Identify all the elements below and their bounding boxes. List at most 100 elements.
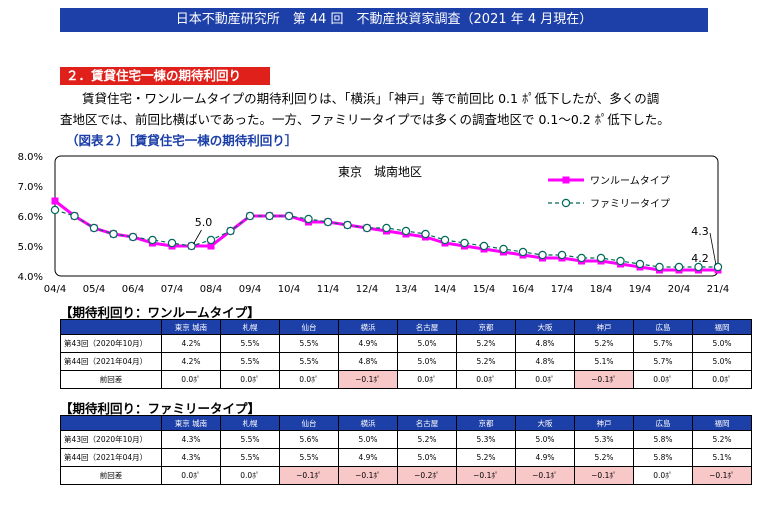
yield-cell: 4.9% xyxy=(338,334,398,353)
yield-cell: 5.2% xyxy=(692,430,752,449)
family-point xyxy=(323,217,333,227)
x-tick-label: 10/4 xyxy=(278,284,300,295)
y-tick-label: 5.0% xyxy=(18,242,43,253)
x-tick-label: 18/4 xyxy=(590,284,612,295)
family-point xyxy=(421,229,430,239)
yield-cell: 4.2% xyxy=(161,352,221,371)
family-point xyxy=(343,220,352,230)
x-tick-label: 12/4 xyxy=(356,284,378,295)
yield-cell: 5.8% xyxy=(633,430,693,449)
x-tick-label: 07/4 xyxy=(161,284,183,295)
diff-cell: 0.0ﾎﾟ xyxy=(692,370,752,389)
yield-cell: 5.0% xyxy=(515,430,575,449)
oneroom-table-title: 【期待利回り：ワンルームタイプ】 xyxy=(60,305,260,320)
table-header-row: 東京 城南 札幌 仙台 横浜 名古屋 京都 大阪 神戸 広島 福岡 xyxy=(60,415,752,431)
oneroom-point xyxy=(51,197,59,205)
y-tick-label: 6.0% xyxy=(18,212,43,223)
family-table-title: 【期待利回り：ファミリータイプ】 xyxy=(60,401,261,416)
x-tick-label: 09/4 xyxy=(239,284,261,295)
yield-cell: 5.2% xyxy=(456,334,516,353)
column-header: 大阪 xyxy=(515,415,575,431)
yield-cell: 5.0% xyxy=(397,448,457,467)
row-label: 第43回（2020年10月） xyxy=(60,334,162,353)
table-row: 第44回（2021年04月） 4.3% 5.5% 5.5% 4.9% 5.0% 5.2% 4.… xyxy=(60,448,752,467)
family-point xyxy=(674,262,684,272)
column-header: 仙台 xyxy=(279,319,339,335)
x-tick-label: 17/4 xyxy=(551,284,573,295)
diff-cell: 0.0ﾎﾟ xyxy=(515,370,575,389)
legend-family-label: ファミリータイプ xyxy=(590,198,670,210)
family-point xyxy=(70,211,79,221)
x-tick-label: 13/4 xyxy=(395,284,417,295)
yield-cell: 4.8% xyxy=(515,352,575,371)
yield-cell: 5.5% xyxy=(279,448,339,467)
yield-cell: 5.5% xyxy=(220,430,280,449)
section-title: ２．賃貸住宅一棟の期待利回り xyxy=(60,67,270,85)
oneroom-point xyxy=(207,242,215,250)
yield-cell: 4.3% xyxy=(161,448,221,467)
column-header: 神戸 xyxy=(574,415,634,431)
row-label: 第44回（2021年04月） xyxy=(60,448,162,467)
diff-cell: 0.0ﾎﾟ xyxy=(161,370,221,389)
diff-cell: −0.1ﾎﾟ xyxy=(338,370,398,389)
yield-cell: 4.2% xyxy=(161,334,221,353)
column-header: 東京 城南 xyxy=(161,319,221,335)
diff-cell: 0.0ﾎﾟ xyxy=(279,370,339,389)
family-point xyxy=(499,244,508,254)
family-point xyxy=(440,235,450,245)
family-point xyxy=(694,262,703,272)
family-point xyxy=(206,235,216,245)
table-row: 第43回（2020年10月） 4.3% 5.5% 5.6% 5.0% 5.2% 5.3% 5.… xyxy=(60,430,752,449)
yield-cell: 5.6% xyxy=(279,430,339,449)
yield-cell: 4.8% xyxy=(338,352,398,371)
yield-cell: 5.2% xyxy=(574,448,634,467)
yield-cell: 4.8% xyxy=(515,334,575,353)
diff-cell: 0.0ﾎﾟ xyxy=(161,466,221,485)
family-point xyxy=(577,253,586,263)
yield-cell: 5.8% xyxy=(633,448,693,467)
family-point xyxy=(89,223,99,233)
yield-cell: 5.0% xyxy=(692,352,752,371)
family-point xyxy=(148,235,157,245)
family-point xyxy=(616,256,625,266)
annotation-oneroom-last: 4.2 xyxy=(691,252,709,265)
family-point xyxy=(167,238,177,248)
row-label: 第43回（2020年10月） xyxy=(60,430,162,449)
yield-cell: 5.5% xyxy=(279,334,339,353)
diff-cell: −0.1ﾎﾟ xyxy=(338,466,398,485)
legend-oneroom-marker xyxy=(562,176,570,184)
column-header: 札幌 xyxy=(220,319,280,335)
yield-cell: 5.1% xyxy=(692,448,752,467)
column-header: 仙台 xyxy=(279,415,339,431)
report-banner: 日本不動産研究所 第 44 回 不動産投資家調査（2021 年 4 月現在） xyxy=(60,8,708,32)
yield-cell: 5.0% xyxy=(338,430,398,449)
diff-row-label: 前回差 xyxy=(60,370,162,389)
x-tick-label: 16/4 xyxy=(512,284,534,295)
legend-oneroom-label: ワンルームタイプ xyxy=(590,175,670,187)
column-header: 名古屋 xyxy=(397,415,457,431)
diff-cell: 0.0ﾎﾟ xyxy=(633,466,693,485)
column-header: 神戸 xyxy=(574,319,634,335)
legend-family-marker xyxy=(561,198,571,208)
yield-cell: 5.3% xyxy=(574,430,634,449)
family-point xyxy=(713,262,723,272)
family-point xyxy=(265,211,274,221)
yield-cell: 5.2% xyxy=(574,334,634,353)
row-label: 第44回（2021年04月） xyxy=(60,352,162,371)
diff-row-label: 前回差 xyxy=(60,466,162,485)
table-row: 第44回（2021年04月） 4.2% 5.5% 5.5% 4.8% 5.0% 5.2% 4.… xyxy=(60,352,752,371)
family-point xyxy=(596,253,606,263)
annotation-family-last: 4.3 xyxy=(691,225,709,238)
column-header: 福岡 xyxy=(692,415,752,431)
family-point xyxy=(50,205,60,215)
yield-cell: 5.7% xyxy=(633,352,693,371)
annotation-min-leader xyxy=(193,229,202,245)
diff-cell: 0.0ﾎﾟ xyxy=(633,370,693,389)
family-point xyxy=(557,250,567,260)
x-tick-label: 15/4 xyxy=(473,284,495,295)
column-header: 横浜 xyxy=(338,415,398,431)
yield-cell: 5.7% xyxy=(633,334,693,353)
family-point xyxy=(226,226,235,236)
yield-cell: 4.9% xyxy=(515,448,575,467)
family-point xyxy=(655,262,664,272)
